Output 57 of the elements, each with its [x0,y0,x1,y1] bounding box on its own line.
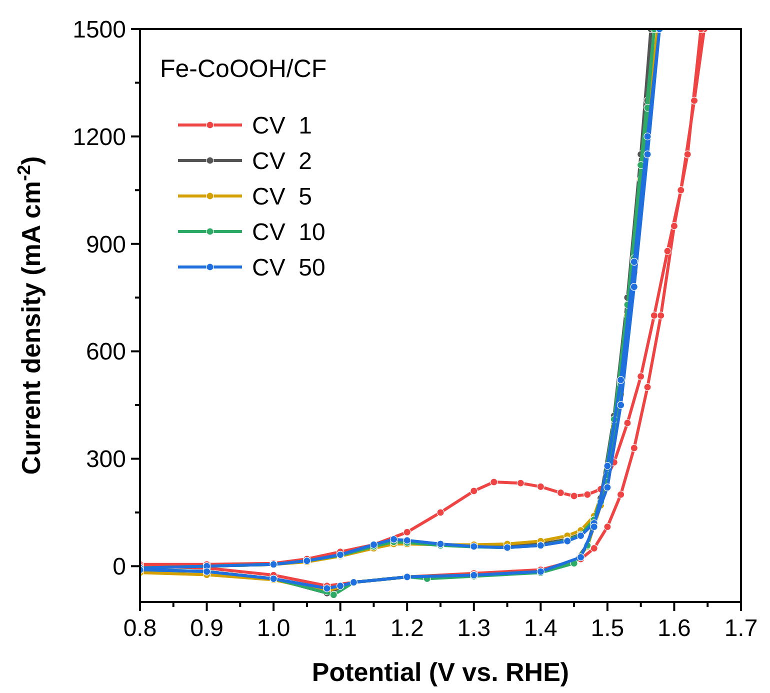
y-tick-label: 300 [86,446,126,474]
point [664,247,672,255]
point [490,478,498,486]
point [536,482,545,491]
point [436,508,444,516]
point [616,401,625,409]
legend-label: CV 5 [252,183,312,210]
x-tick-label: 1.2 [390,615,424,642]
point [616,490,625,498]
point [403,528,411,536]
point [684,150,692,158]
point [330,590,338,599]
y-tick-label: 1500 [72,16,126,44]
y-tick-label: 0 [112,554,126,581]
x-tick-label: 1.1 [324,615,358,642]
point [516,479,524,487]
point [624,419,632,427]
point [590,522,598,531]
x-tick-label: 0.9 [190,615,224,642]
legend-label: CV 1 [252,112,312,140]
y-tick-label: 1200 [72,124,126,151]
point [584,490,592,498]
x-tick-label: 1.7 [724,615,758,642]
point [650,312,658,320]
point [336,582,344,590]
point [644,150,652,158]
x-tick-label: 1.5 [590,615,624,642]
point [636,372,645,380]
point [690,96,698,104]
legend-label: CV 10 [252,218,326,246]
point [556,488,565,497]
point [604,522,612,531]
point [644,383,652,391]
point [604,484,612,492]
point [604,462,612,470]
legend-title: Fe-CoOOH/CF [160,55,327,83]
point [323,584,331,592]
x-tick-label: 1.3 [457,615,491,642]
point [390,535,398,544]
point [630,282,638,291]
legend-label: CV 50 [252,254,326,282]
x-tick-label: 1.4 [524,615,558,642]
point [616,376,625,384]
x-tick-label: 1.0 [256,615,290,642]
point [590,544,598,552]
x-tick-label: 1.6 [658,615,691,642]
point [657,312,665,320]
point [677,186,685,194]
x-tick-label: 0.8 [123,615,157,642]
point [470,487,478,495]
point [570,492,578,500]
point [670,222,678,230]
y-tick-label: 600 [86,338,126,366]
legend-label: CV 2 [252,148,312,175]
point [630,444,638,452]
y-tick-label: 900 [86,231,126,258]
x-axis-title: Potential (V vs. RHE) [312,657,570,687]
